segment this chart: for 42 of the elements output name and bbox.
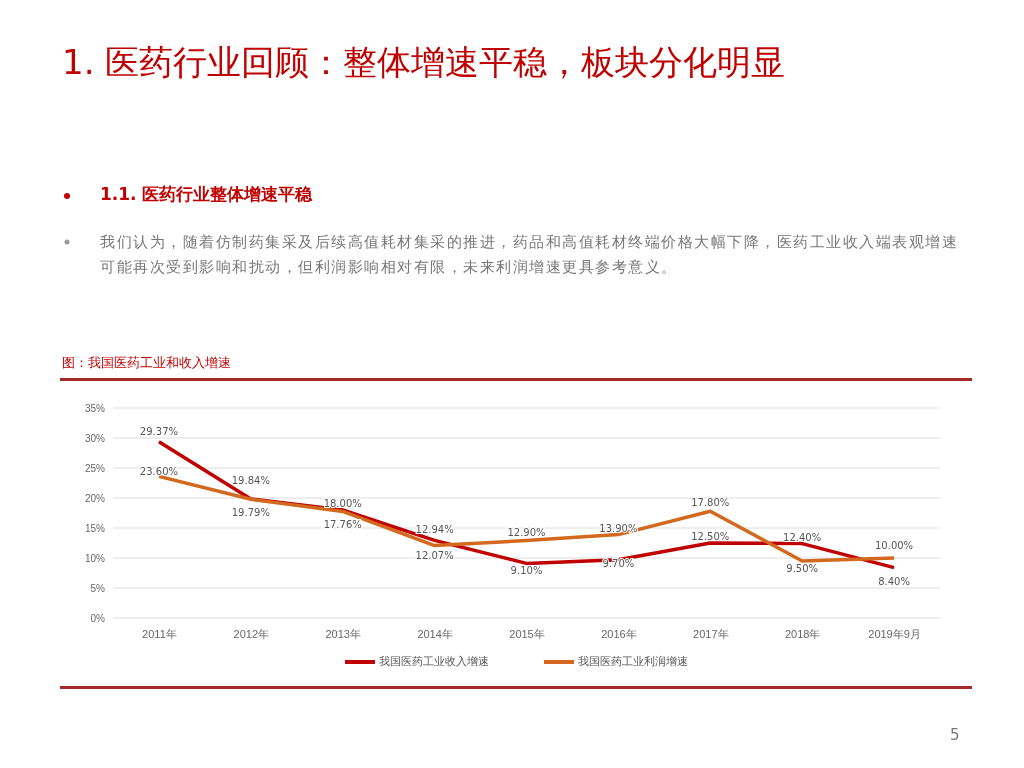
chart-title: 1. 医药行业回顾：整体增速平稳，板块分化明显 bbox=[62, 41, 787, 84]
x-tick-label: 2018年 bbox=[784, 627, 821, 640]
x-tick-label: 2017年 bbox=[693, 627, 729, 640]
y-tick-label: 35% bbox=[84, 402, 106, 414]
y-tick-label: 5% bbox=[90, 582, 106, 594]
x-tick-label: 2011年 bbox=[142, 627, 177, 640]
data-label: 17.76% bbox=[323, 519, 362, 531]
data-label: 12.07% bbox=[415, 549, 454, 561]
legend-label: 我国医药工业收入增速 bbox=[379, 655, 489, 668]
data-label: 9.10% bbox=[510, 565, 543, 577]
x-tick-label: 2013年 bbox=[325, 627, 361, 640]
x-tick-label: 2014年 bbox=[417, 627, 453, 640]
text: 我们认为，随着仿制药集采及后续高值耗材集采的推进，药品和高值耗材终端价格大幅下降，医药工业收入端表观增速可能再次受到影响和扰动，但利润影响相对有限，未来利润增速更具参考意义。 bbox=[100, 232, 959, 278]
x-tick-label: 2016年 bbox=[601, 627, 637, 640]
legend-label: 我国医药工业利润增速 bbox=[578, 655, 688, 668]
data-label: 12.94% bbox=[415, 524, 454, 536]
chart-subtitle: 1.1. 医药行业整体增速平稳 bbox=[100, 183, 313, 206]
y-tick-label: 0% bbox=[90, 612, 106, 624]
data-label: 12.50% bbox=[691, 531, 730, 542]
data-label: 13.90% bbox=[599, 522, 638, 534]
data-label: 29.37% bbox=[139, 425, 179, 437]
y-tick-label: 25% bbox=[84, 462, 106, 474]
data-label: 19.79% bbox=[231, 507, 270, 519]
data-label: 12.90% bbox=[507, 526, 546, 538]
y-tick-label: 10% bbox=[84, 552, 106, 564]
x-tick-label: 2015年 bbox=[509, 627, 545, 640]
text: 5 bbox=[950, 726, 960, 744]
data-label: 12.40% bbox=[783, 531, 822, 543]
text: 图：我国医药工业和收入增速 bbox=[62, 354, 231, 372]
y-tick-label: 15% bbox=[84, 522, 106, 534]
data-label: 9.50% bbox=[786, 563, 819, 574]
x-tick-label: 2019年9月 bbox=[868, 627, 921, 640]
data-label: 9.70% bbox=[602, 557, 635, 569]
y-tick-label: 20% bbox=[84, 492, 106, 504]
data-label: 18.00% bbox=[323, 498, 362, 509]
x-tick-label: 2012年 bbox=[233, 627, 270, 640]
data-label: 19.84% bbox=[231, 474, 270, 486]
data-label: 23.60% bbox=[139, 466, 179, 478]
data-label: 10.00% bbox=[874, 540, 914, 551]
data-label: 17.80% bbox=[691, 497, 730, 509]
y-tick-label: 30% bbox=[84, 432, 106, 444]
data-label: 8.40% bbox=[878, 575, 910, 587]
